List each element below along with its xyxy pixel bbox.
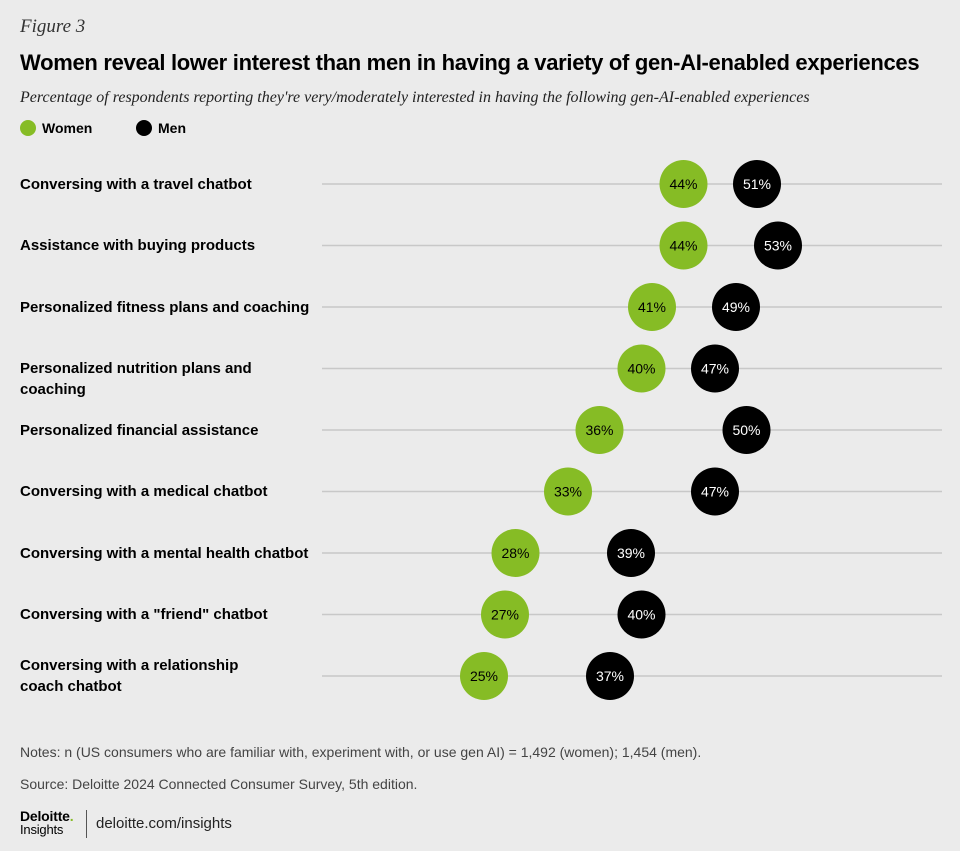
row-label: Conversing with a "friend" chatbot bbox=[20, 604, 320, 625]
data-label-men: 39% bbox=[617, 545, 645, 561]
row-label-line: Personalized fitness plans and coaching bbox=[20, 298, 310, 316]
brand-url[interactable]: deloitte.com/insights bbox=[96, 815, 232, 832]
dot-women bbox=[575, 406, 624, 454]
dot-men bbox=[586, 652, 634, 700]
row-label-line: Conversing with a mental health chatbot bbox=[20, 544, 309, 562]
dot-men bbox=[607, 529, 655, 577]
dot-women bbox=[460, 652, 508, 700]
row-label-line: Personalized financial assistance bbox=[20, 421, 259, 439]
row-label: Assistance with buying products bbox=[20, 235, 320, 256]
brand-logo: Deloitte. bbox=[20, 808, 74, 824]
legend-item-men: Men bbox=[136, 120, 186, 136]
data-label-women: 27% bbox=[491, 607, 519, 623]
row-label: Conversing with a medical chatbot bbox=[20, 481, 320, 502]
dot-women bbox=[544, 467, 592, 516]
data-label-women: 40% bbox=[627, 361, 655, 377]
figure-label: Figure 3 bbox=[20, 16, 86, 37]
brand-dot: . bbox=[69, 808, 74, 824]
source: Source: Deloitte 2024 Connected Consumer… bbox=[20, 776, 418, 792]
dot-plot-chart: 44% 51% 44% 53% 41% 49% 40% 47% 36% 50% 33% 47% 28% 3… bbox=[322, 160, 942, 700]
data-label-men: 53% bbox=[764, 238, 792, 254]
legend-swatch-men bbox=[136, 120, 152, 136]
data-label-women: 44% bbox=[669, 176, 697, 192]
data-label-women: 41% bbox=[638, 299, 666, 315]
data-label-women: 36% bbox=[585, 422, 613, 438]
row-label: Conversing with a travel chatbot bbox=[20, 174, 320, 195]
dot-men bbox=[691, 467, 739, 516]
data-label-men: 50% bbox=[732, 422, 760, 438]
dot-men bbox=[733, 160, 781, 208]
data-label-men: 40% bbox=[627, 607, 655, 623]
chart-subtitle: Percentage of respondents reporting they… bbox=[20, 89, 810, 106]
row-label: Personalized financial assistance bbox=[20, 420, 320, 441]
dot-women bbox=[659, 221, 708, 270]
row-label-line: Conversing with a "friend" chatbot bbox=[20, 606, 268, 623]
data-label-women: 44% bbox=[669, 238, 697, 254]
row-label: Conversing with a relationship coach chat… bbox=[20, 655, 320, 697]
dot-men bbox=[754, 221, 802, 270]
dot-women bbox=[481, 590, 529, 639]
row-label-line: Personalized nutrition plans and coachin… bbox=[20, 360, 252, 398]
legend-label-men: Men bbox=[158, 120, 186, 136]
data-label-men: 47% bbox=[701, 484, 729, 500]
data-label-women: 33% bbox=[554, 484, 582, 500]
row-label-line: coach chatbot bbox=[20, 678, 122, 695]
data-label-men: 51% bbox=[743, 176, 771, 192]
row-label: Conversing with a mental health chatbot bbox=[20, 543, 320, 564]
data-label-women: 25% bbox=[470, 668, 498, 684]
row-label-line: Conversing with a relationship bbox=[20, 657, 239, 674]
brand-name: Deloitte bbox=[20, 808, 70, 824]
dot-women bbox=[628, 283, 676, 331]
chart-title: Women reveal lower interest than men in … bbox=[20, 50, 920, 75]
data-label-women: 28% bbox=[501, 545, 529, 561]
row-label-line: Assistance with buying products bbox=[20, 237, 256, 254]
legend-swatch-women bbox=[20, 120, 36, 136]
dot-men bbox=[617, 590, 666, 639]
row-label-line: Conversing with a travel chatbot bbox=[20, 175, 252, 193]
dot-women bbox=[617, 344, 666, 393]
legend-item-women: Women bbox=[20, 120, 92, 136]
row-label-line: Conversing with a medical chatbot bbox=[20, 483, 268, 500]
data-label-men: 49% bbox=[722, 299, 750, 315]
dot-women bbox=[491, 529, 540, 577]
dot-men bbox=[691, 344, 739, 393]
data-label-men: 47% bbox=[701, 361, 729, 377]
brand-divider bbox=[86, 810, 87, 838]
legend-label-women: Women bbox=[42, 120, 93, 136]
notes: Notes: n (US consumers who are familiar … bbox=[20, 744, 702, 760]
data-label-men: 37% bbox=[596, 668, 624, 684]
dot-men bbox=[722, 406, 771, 454]
row-label: Personalized fitness plans and coaching bbox=[20, 297, 320, 318]
row-label: Personalized nutrition plans and coachin… bbox=[20, 358, 320, 400]
dot-men bbox=[712, 283, 760, 331]
dot-women bbox=[659, 160, 708, 208]
brand-sub: Insights bbox=[20, 822, 64, 837]
